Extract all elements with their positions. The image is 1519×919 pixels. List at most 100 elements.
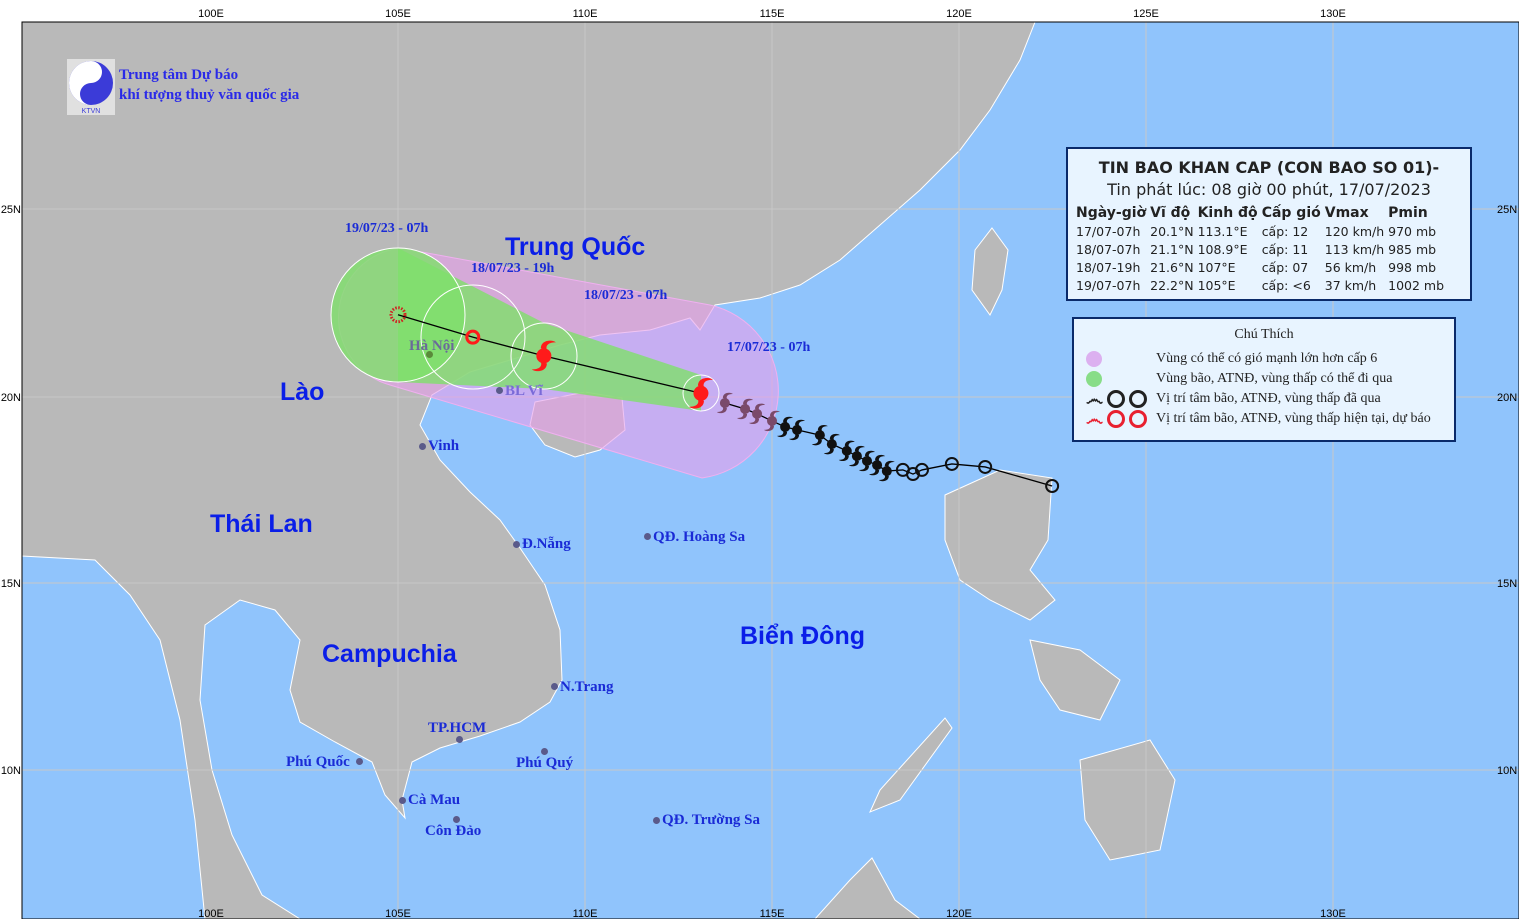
legend-label: Vùng bão, ATNĐ, vùng thấp có thể đi qua xyxy=(1156,371,1393,386)
forecast-label-17-07h: 17/07/23 - 07h xyxy=(727,340,811,355)
lon-tick-label: 110E xyxy=(573,908,598,919)
storm-arm xyxy=(864,450,875,457)
lat-tick-label: 25N xyxy=(1497,204,1517,216)
storm-core xyxy=(767,415,777,426)
past-storm-icon xyxy=(789,419,806,441)
storm-core xyxy=(861,455,872,466)
forecast-label-19-07h: 19/07/23 - 07h xyxy=(345,221,429,236)
city-phuquoc: Phú Quốc xyxy=(286,754,350,770)
cell: 20.1°N xyxy=(1150,224,1194,239)
table-row: 17/07-07h 20.1°N 113.1°E cấp: 12 120 km/h 970… xyxy=(1076,223,1448,241)
storm-arm xyxy=(789,433,800,441)
past-storm-icon xyxy=(716,392,733,414)
storm-arm xyxy=(838,454,849,462)
past-storm-icon xyxy=(777,416,794,438)
storm-arm xyxy=(884,460,895,468)
storm-arm xyxy=(540,340,556,350)
city-hoangsa: QĐ. Hoàng Sa xyxy=(653,529,746,545)
storm-icon: ෴ xyxy=(1086,408,1104,429)
label-east-sea: Biển Đông xyxy=(740,622,865,650)
mainland-asia xyxy=(21,21,1036,919)
storm-arm xyxy=(777,430,788,438)
lon-tick-label: 100E xyxy=(198,908,224,919)
ring-icon xyxy=(1107,390,1126,408)
cell: 18/07-19h xyxy=(1076,260,1141,275)
org-name-line1: Trung tâm Dự báo xyxy=(119,67,239,83)
storm-arm xyxy=(878,475,889,482)
storm-core xyxy=(780,421,791,432)
label-cambodia: Campuchia xyxy=(322,640,457,668)
storm-core xyxy=(851,451,862,462)
city-camau: Cà Mau xyxy=(408,792,461,808)
lon-tick-label: 130E xyxy=(1320,8,1346,20)
cell: 113.1°E xyxy=(1197,224,1248,239)
past-depression-icon xyxy=(978,459,993,474)
past-storm-icon xyxy=(869,454,886,476)
taiwan xyxy=(971,227,1009,316)
lat-tick-label: 25N xyxy=(1,204,21,216)
storm-arm xyxy=(795,419,806,426)
ktvn-logo: KTVN xyxy=(67,59,115,115)
cell: 113 km/h xyxy=(1324,242,1385,257)
city-blvi: BL Vĩ xyxy=(505,383,543,399)
purple-circle-icon xyxy=(1086,351,1102,367)
storm-arm xyxy=(770,410,780,417)
storm-arm xyxy=(764,424,774,432)
table-row: 18/07-19h 21.6°N 107°E cấp: 07 56 km/h 998 mb xyxy=(1076,259,1448,277)
city-danang: Đ.Nẵng xyxy=(522,536,571,552)
city-vinh: Vinh xyxy=(428,438,460,454)
storm-arm xyxy=(531,361,547,372)
storm-core xyxy=(752,408,763,419)
storm-arm xyxy=(844,440,855,447)
storm-arm xyxy=(817,424,828,432)
forecast-label-18-19h: 18/07/23 - 19h xyxy=(471,261,555,276)
legend-item-current: ෴ Vị trí tâm bão, ATNĐ, vùng thấp hiện tạ… xyxy=(1086,409,1431,429)
table-header: Ngày-giờ Vĩ độ Kinh độ Cấp gió Vmax Pmin xyxy=(1076,205,1448,223)
cell: 56 km/h xyxy=(1324,260,1377,275)
past-storm-icon xyxy=(737,398,754,420)
cell: 105°E xyxy=(1197,278,1236,293)
storm-core xyxy=(792,424,803,435)
cell: 17/07-07h xyxy=(1076,224,1141,239)
past-depression-icon xyxy=(1045,479,1060,494)
col-level: Cấp gió xyxy=(1261,205,1321,221)
cell: cấp: 07 xyxy=(1261,260,1309,275)
lat-tick-label: 10N xyxy=(1,765,21,777)
storm-arm xyxy=(716,406,727,414)
bulletin-issued: Tin phát lúc: 08 giờ 00 phút, 17/07/2023 xyxy=(1107,180,1431,199)
storm-core xyxy=(740,403,751,414)
past-storm-icon xyxy=(811,424,828,446)
storm-core xyxy=(536,348,552,364)
storm-arm xyxy=(854,445,865,453)
label-china: Trung Quốc xyxy=(505,233,646,261)
org-name-line2: khí tượng thuỷ văn quốc gia xyxy=(119,87,300,103)
storm-core xyxy=(826,439,837,450)
storm-arm xyxy=(783,416,794,423)
past-storm-icon xyxy=(838,440,855,462)
cell: cấp: 12 xyxy=(1261,224,1309,239)
storm-icon: ෴ xyxy=(1086,388,1104,409)
lon-tick-label: 120E xyxy=(946,8,972,20)
storm-arm xyxy=(811,439,822,446)
col-datetime: Ngày-giờ xyxy=(1076,205,1147,221)
green-circle-icon xyxy=(1086,371,1102,387)
legend-label: Vị trí tâm bão, ATNĐ, vùng thấp đã qua xyxy=(1156,391,1381,406)
borneo xyxy=(814,857,921,919)
lon-tick-label: 100E xyxy=(198,8,224,20)
past-depression-icon xyxy=(944,456,959,471)
cell: cấp: <6 xyxy=(1261,278,1311,293)
lat-tick-label: 20N xyxy=(1497,392,1517,404)
lon-tick-label: 125E xyxy=(1133,8,1159,20)
philippines-central xyxy=(1029,639,1121,721)
storm-arm xyxy=(829,433,840,441)
past-depression-icon xyxy=(914,462,929,477)
cell: 18/07-07h xyxy=(1076,242,1141,257)
city-truongsa: QĐ. Trường Sa xyxy=(662,812,761,828)
cell: 21.1°N xyxy=(1150,242,1194,257)
storm-track xyxy=(389,306,1060,494)
storm-core xyxy=(719,397,730,408)
city-condao: Côn Đảo xyxy=(425,823,482,839)
lon-tick-label: 115E xyxy=(760,908,785,919)
col-pmin: Pmin xyxy=(1388,205,1428,221)
